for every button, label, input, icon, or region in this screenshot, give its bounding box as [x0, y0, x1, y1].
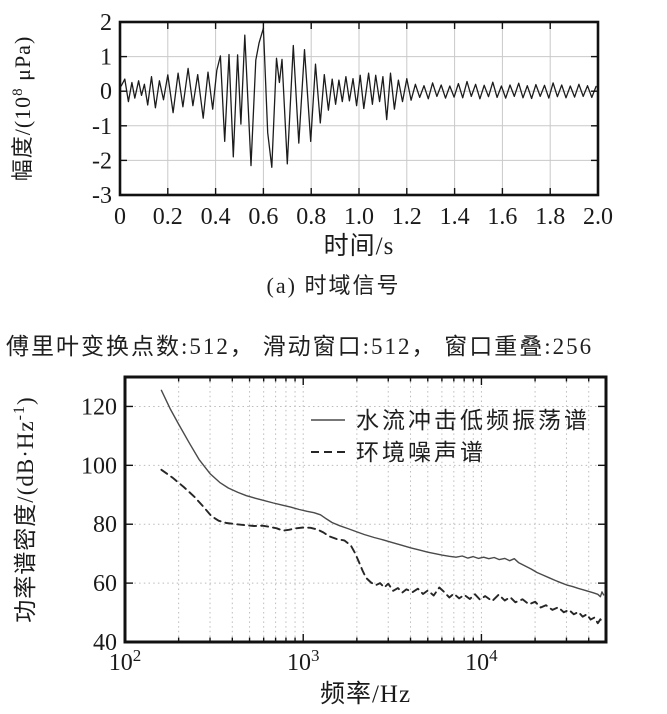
y-tick-label: 120 [81, 394, 117, 420]
x-axis-label: 频率/Hz [320, 680, 411, 708]
psd-chart: 102 103 104 40 60 80 100 120 频率/Hz 功率谱密度/(dB·Hz-1… [11, 375, 608, 708]
x-tick-label: 102 [109, 646, 142, 676]
x-tick-label: 0.6 [248, 204, 278, 230]
y-axis-label: 幅度/(108 μPa) [10, 36, 35, 182]
y-tick-label: 80 [93, 512, 117, 538]
x-tick-label: 0 [114, 204, 126, 230]
legend-label: 水流冲击低频振荡谱 [356, 408, 590, 433]
y-tick-label: -1 [92, 114, 112, 140]
y-tick-label: -2 [92, 148, 112, 174]
y-tick-label: 60 [93, 571, 117, 597]
y-tick-label: 40 [93, 630, 117, 656]
x-tick-label: 0.4 [201, 204, 231, 230]
y-tick-label: -3 [92, 183, 112, 209]
x-tick-label: 1.0 [344, 204, 374, 230]
series-dashed [160, 468, 604, 625]
plot-border [123, 375, 608, 644]
y-tick-label: 1 [100, 45, 112, 71]
x-tick-label: 1.4 [440, 204, 470, 230]
series-solid [120, 27, 597, 168]
x-tick-label: 2.0 [583, 204, 613, 230]
time-domain-chart: 0 0.2 0.4 0.6 0.8 1.0 1.2 1.4 1.6 1.8 2.0 -3 -2 -1 0 1 2… [10, 10, 613, 260]
x-tick-label: 1.6 [487, 204, 517, 230]
x-axis-label: 时间/s [324, 232, 395, 260]
stft-parameters-text: 傅里叶变换点数:512， 滑动窗口:512， 窗口重叠:256 [6, 334, 594, 359]
x-tick-label: 104 [465, 646, 498, 676]
series-solid [160, 389, 605, 598]
y-tick-label: 0 [100, 79, 112, 105]
y-tick-label: 100 [81, 453, 117, 479]
x-tick-label: 1.2 [392, 204, 422, 230]
x-tick-label: 1.8 [535, 204, 565, 230]
x-tick-label: 103 [287, 646, 320, 676]
y-axis-label: 功率谱密度/(dB·Hz-1) [11, 396, 38, 622]
y-tick-label: 2 [100, 10, 112, 36]
x-tick-label: 0.8 [296, 204, 326, 230]
subfigure-a-caption: (a) 时域信号 [266, 273, 401, 298]
legend-label: 环境噪声谱 [356, 440, 486, 465]
x-tick-label: 0.2 [153, 204, 183, 230]
